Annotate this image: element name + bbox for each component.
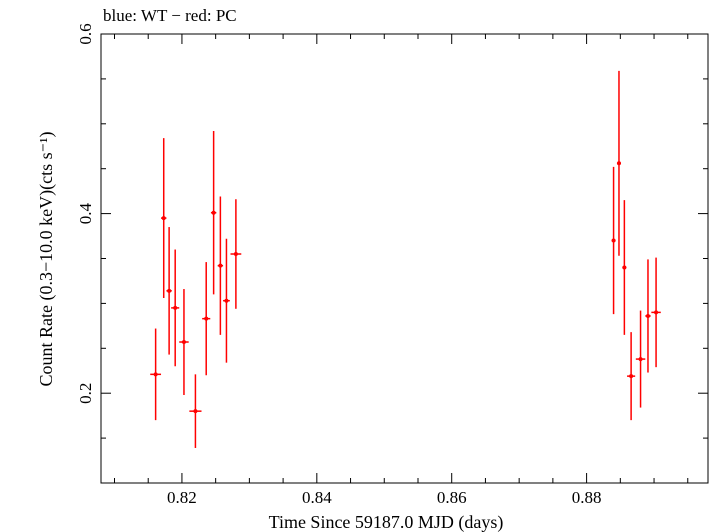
point-marker <box>622 265 627 270</box>
point-marker <box>645 313 650 318</box>
x-tick-label: 0.84 <box>302 488 332 507</box>
data-point <box>210 130 217 295</box>
x-tick-label: 0.88 <box>572 488 602 507</box>
x-axis-label: Time Since 59187.0 MJD (days) <box>269 512 504 532</box>
point-marker <box>173 305 178 310</box>
point-marker <box>193 409 198 414</box>
data-point <box>189 374 202 448</box>
data-point <box>217 196 224 335</box>
x-tick-label: 0.86 <box>437 488 467 507</box>
y-tick-label: 0.4 <box>76 202 95 224</box>
data-point <box>161 138 167 299</box>
point-marker <box>654 310 659 315</box>
y-tick-label: 0.2 <box>76 383 95 404</box>
y-tick-labels: 0.2 0.4 0.6 <box>76 23 95 403</box>
data-point <box>622 200 627 335</box>
point-marker <box>218 263 223 268</box>
point-marker <box>211 210 216 215</box>
chart-title: blue: WT − red: PC <box>103 6 237 25</box>
y-tick-label: 0.6 <box>76 23 95 44</box>
data-point <box>150 328 162 421</box>
data-point <box>611 166 616 315</box>
x-tick-label: 0.82 <box>167 488 197 507</box>
data-point <box>179 289 189 395</box>
data-point <box>171 249 180 367</box>
x-tick-labels: 0.82 0.84 0.86 0.88 <box>167 488 601 507</box>
point-marker <box>167 288 172 293</box>
point-marker <box>161 216 166 221</box>
point-marker <box>224 298 229 303</box>
point-marker <box>611 238 616 243</box>
data-points <box>150 70 661 448</box>
plot-frame <box>100 33 709 484</box>
point-marker <box>181 340 186 345</box>
point-marker <box>204 316 209 321</box>
point-marker <box>153 372 158 377</box>
axis-ticks <box>101 33 708 484</box>
data-point <box>627 332 636 421</box>
data-point <box>202 262 211 376</box>
point-marker <box>629 374 634 379</box>
point-marker <box>616 161 621 166</box>
data-point <box>223 238 230 363</box>
data-point <box>635 310 646 408</box>
y-axis-label: Count Rate (0.3−10.0 keV)(cts s⁻¹) <box>36 131 57 386</box>
data-point <box>616 70 621 256</box>
data-point <box>230 199 242 309</box>
data-point <box>645 259 651 373</box>
point-marker <box>638 357 643 362</box>
data-point <box>166 227 172 355</box>
point-marker <box>233 252 238 257</box>
data-point <box>651 257 661 368</box>
